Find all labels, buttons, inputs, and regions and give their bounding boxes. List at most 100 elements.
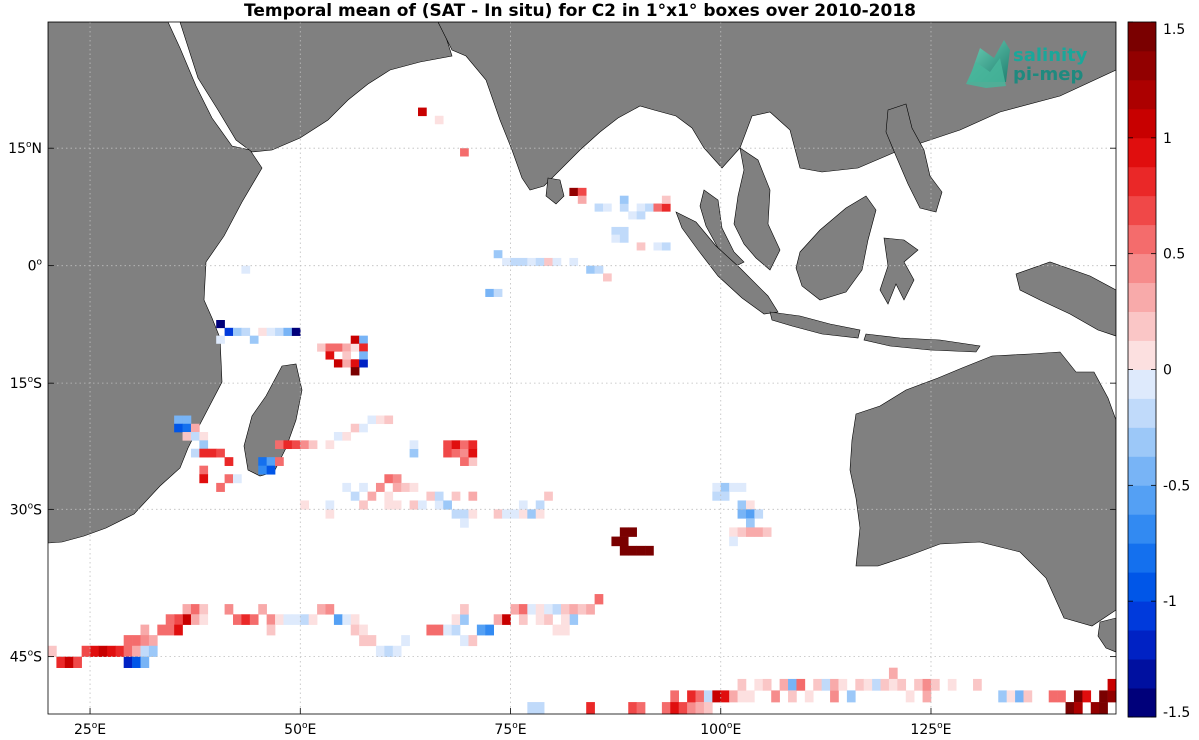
- data-cell: [199, 448, 209, 458]
- data-cell: [443, 500, 452, 510]
- data-cell: [855, 678, 865, 691]
- data-cell: [493, 614, 503, 625]
- data-cell: [190, 614, 200, 625]
- data-cell: [241, 327, 251, 336]
- data-cell: [1023, 690, 1033, 703]
- data-cell: [460, 635, 469, 647]
- data-cell: [426, 624, 436, 636]
- data-cell: [325, 604, 335, 615]
- data-cell: [333, 432, 343, 441]
- data-cell: [813, 678, 822, 691]
- data-cell: [359, 635, 368, 647]
- data-cell: [174, 624, 183, 636]
- data-cell: [821, 678, 831, 691]
- land-new-guinea: [1015, 261, 1116, 337]
- data-cell: [392, 482, 402, 492]
- data-cell: [1048, 690, 1058, 703]
- data-cell: [384, 415, 394, 425]
- data-cell: [661, 203, 671, 212]
- data-cell: [560, 604, 570, 615]
- data-cell: [1015, 690, 1024, 703]
- data-cell: [779, 678, 789, 691]
- data-cell: [375, 482, 385, 492]
- data-cell: [670, 702, 680, 715]
- data-cell: [443, 624, 452, 636]
- data-cell: [485, 288, 494, 297]
- data-cell: [460, 509, 469, 519]
- colorbar-segment: [1128, 369, 1156, 399]
- data-cell: [460, 518, 469, 528]
- colorbar-tick-label: -0.5: [1163, 478, 1190, 494]
- data-cell: [359, 335, 368, 344]
- data-cell: [140, 645, 150, 657]
- colorbar-segment: [1128, 659, 1156, 689]
- data-cell: [174, 423, 183, 433]
- data-cell: [611, 536, 621, 547]
- data-cell: [468, 440, 478, 450]
- data-cell: [375, 645, 385, 657]
- data-cell: [628, 702, 637, 715]
- land-arabia: [179, 22, 453, 153]
- data-cell: [325, 343, 335, 352]
- data-cell: [1099, 702, 1108, 715]
- data-cell: [233, 474, 242, 484]
- data-cell: [729, 690, 738, 703]
- data-cell: [443, 448, 452, 458]
- data-cell: [190, 448, 200, 458]
- data-cell: [493, 288, 503, 297]
- data-cell: [502, 509, 511, 519]
- colorbar-segment: [1128, 427, 1156, 457]
- data-cell: [544, 614, 553, 625]
- data-cell: [106, 645, 116, 657]
- data-cell: [350, 367, 360, 376]
- data-cell: [148, 635, 158, 647]
- salinity-pimep-logo: salinity pi-mep: [966, 40, 1088, 88]
- y-tick-label: 45oS: [10, 649, 42, 666]
- data-cell: [333, 343, 343, 352]
- colorbar-tick-label: -1: [1163, 594, 1177, 610]
- data-cell: [510, 509, 520, 519]
- data-cell: [199, 440, 209, 450]
- data-cell: [788, 690, 797, 703]
- data-cell: [199, 465, 209, 475]
- data-cell: [392, 645, 402, 657]
- data-cell: [527, 257, 537, 266]
- colorbar-segment: [1128, 572, 1156, 602]
- data-cell: [418, 500, 427, 510]
- chart-title: Temporal mean of (SAT - In situ) for C2 …: [244, 1, 916, 21]
- data-cell: [603, 273, 612, 282]
- data-cell: [897, 678, 907, 691]
- data-cell: [350, 423, 360, 433]
- data-cell: [846, 690, 856, 703]
- data-cell: [157, 624, 167, 636]
- data-cell: [1090, 702, 1100, 715]
- data-cell: [443, 440, 452, 450]
- data-cell: [190, 432, 200, 441]
- data-cell: [140, 656, 150, 668]
- data-cell: [451, 509, 461, 519]
- data-cell: [359, 423, 368, 433]
- data-cell: [552, 604, 562, 615]
- data-cell: [687, 702, 696, 715]
- y-axis-ticks: 15oN 0o 15oS 30oS 45oS: [8, 140, 1116, 666]
- data-cell: [199, 474, 209, 484]
- data-cell: [468, 635, 478, 647]
- land-srilanka: [545, 177, 565, 205]
- data-cell: [754, 527, 764, 537]
- data-cell: [317, 343, 326, 352]
- data-cell: [1107, 678, 1117, 691]
- colorbar-segment: [1128, 688, 1156, 718]
- data-cell: [275, 327, 284, 336]
- data-cell: [645, 545, 654, 556]
- data-cell: [569, 604, 579, 615]
- data-cell: [611, 226, 621, 235]
- data-cell: [216, 482, 225, 492]
- data-cell: [1107, 690, 1117, 703]
- data-cell: [199, 614, 209, 625]
- x-tick-label: 125oE: [910, 721, 951, 738]
- data-cell: [115, 645, 124, 657]
- data-cell: [729, 482, 738, 492]
- data-cell: [434, 115, 444, 125]
- data-cell: [300, 500, 309, 510]
- data-cell: [527, 702, 537, 715]
